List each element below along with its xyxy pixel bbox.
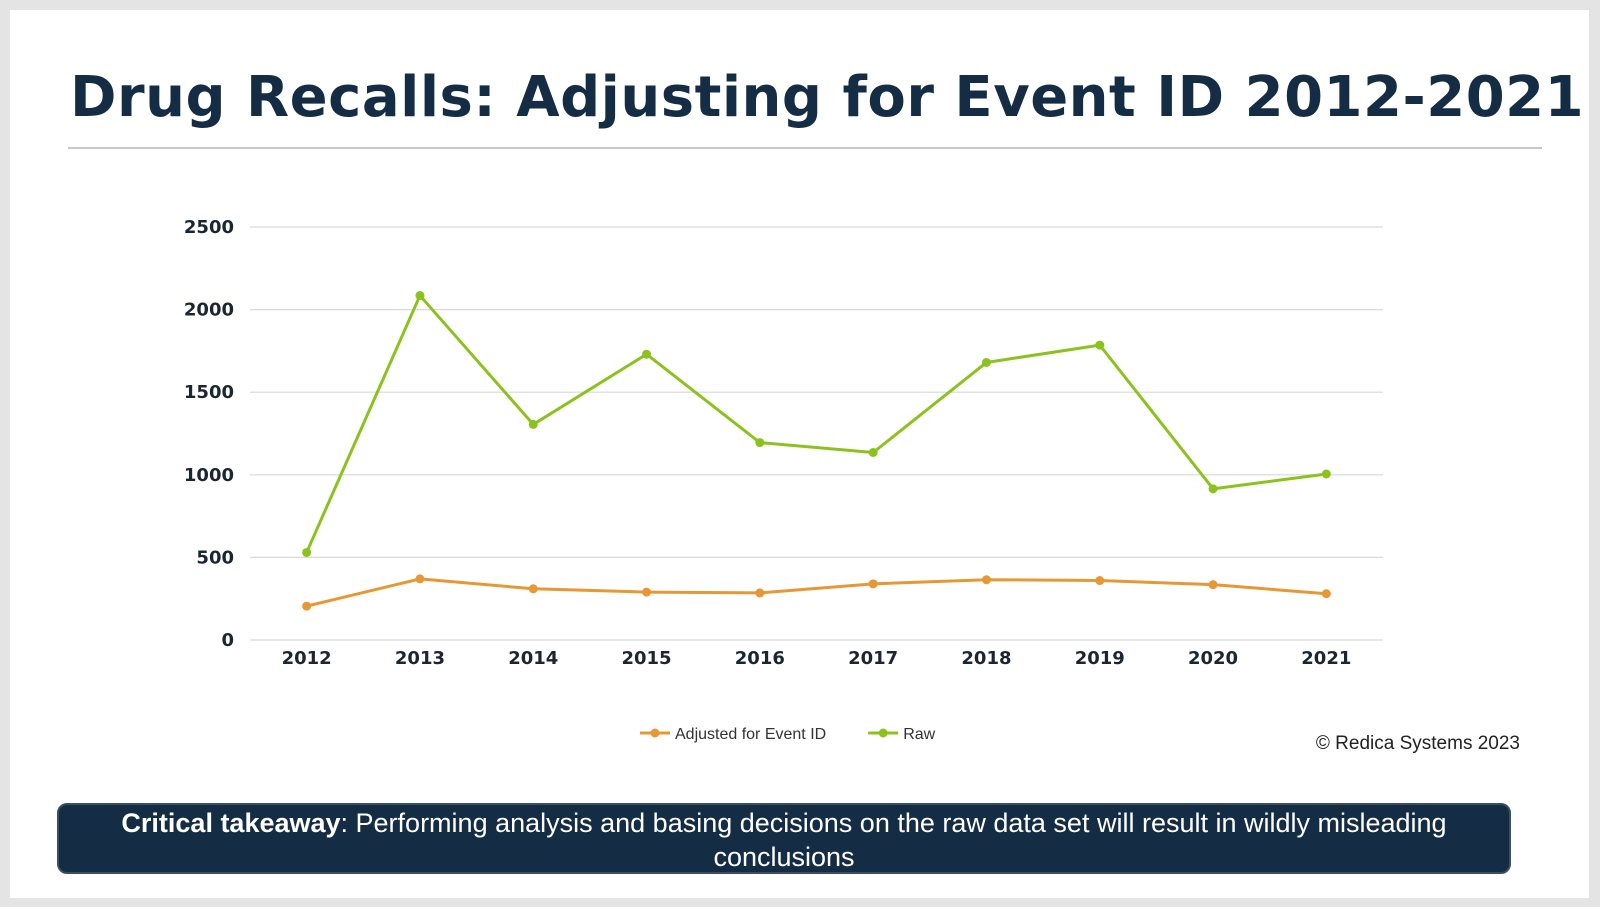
title-divider bbox=[68, 147, 1542, 149]
series-line-0 bbox=[306, 577, 1327, 608]
data-point bbox=[528, 419, 538, 429]
takeaway-text: : Performing analysis and basing decisio… bbox=[340, 808, 1447, 872]
data-point bbox=[981, 357, 991, 367]
legend-swatch-marker bbox=[650, 728, 660, 738]
data-point bbox=[1208, 580, 1218, 590]
data-point bbox=[755, 438, 765, 448]
x-tick-label: 2019 bbox=[1075, 648, 1125, 669]
y-tick-label: 500 bbox=[196, 547, 234, 568]
x-tick-label: 2021 bbox=[1301, 648, 1351, 669]
data-point bbox=[755, 588, 765, 598]
data-point bbox=[981, 575, 991, 585]
x-tick-label: 2014 bbox=[508, 648, 558, 669]
data-point bbox=[868, 579, 878, 589]
data-point bbox=[1321, 469, 1331, 479]
series-lines bbox=[302, 291, 1331, 611]
data-point bbox=[1208, 484, 1218, 494]
x-tick-label: 2015 bbox=[621, 648, 671, 669]
gridlines bbox=[250, 226, 1383, 641]
slide-title: Drug Recalls: Adjusting for Event ID 201… bbox=[70, 65, 1585, 130]
x-tick-label: 2020 bbox=[1188, 648, 1238, 669]
takeaway-banner: Critical takeaway: Performing analysis a… bbox=[57, 803, 1511, 874]
x-tick-label: 2013 bbox=[395, 648, 445, 669]
legend: Adjusted for Event ID Raw bbox=[640, 726, 936, 743]
x-tick-label: 2017 bbox=[848, 648, 898, 669]
legend-label: Raw bbox=[903, 726, 935, 743]
x-tick-label: 2016 bbox=[735, 648, 785, 669]
data-point bbox=[642, 349, 652, 359]
x-tick-label: 2012 bbox=[282, 648, 332, 669]
data-point bbox=[302, 601, 312, 611]
data-point bbox=[302, 547, 312, 557]
y-tick-label: 2500 bbox=[184, 217, 234, 238]
y-axis-ticks: 0 500 1000 1500 2000 2500 bbox=[184, 217, 234, 651]
copyright-notice: © Redica Systems 2023 bbox=[1315, 733, 1520, 754]
series-line-1 bbox=[305, 294, 1327, 554]
x-axis-ticks: 2012 2013 2014 2015 2016 2017 2018 2019 2020 2021 bbox=[282, 648, 1352, 669]
slide: Drug Recalls: Adjusting for Event ID 201… bbox=[10, 10, 1589, 898]
y-tick-label: 1500 bbox=[184, 382, 234, 403]
legend-label: Adjusted for Event ID bbox=[675, 726, 826, 743]
takeaway-label: Critical takeaway bbox=[121, 808, 341, 838]
data-point bbox=[868, 447, 878, 457]
data-point bbox=[642, 587, 652, 597]
data-point bbox=[1321, 589, 1331, 599]
x-tick-label: 2018 bbox=[961, 648, 1011, 669]
data-point bbox=[528, 584, 538, 594]
data-point bbox=[415, 291, 425, 301]
data-point bbox=[1095, 576, 1105, 586]
data-point bbox=[1095, 340, 1105, 350]
y-tick-label: 1000 bbox=[184, 465, 234, 486]
legend-swatch-marker bbox=[878, 728, 888, 738]
y-tick-label: 2000 bbox=[184, 300, 234, 321]
y-tick-label: 0 bbox=[221, 630, 234, 651]
data-point bbox=[415, 574, 425, 584]
